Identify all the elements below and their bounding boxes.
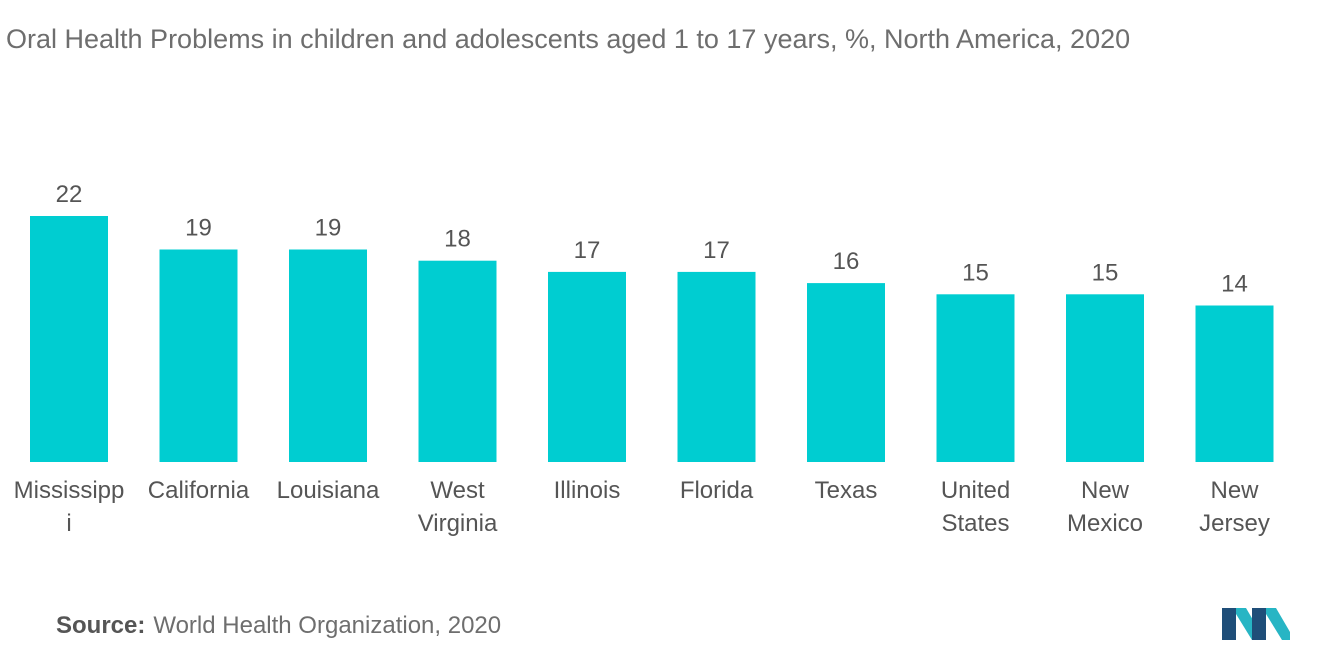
category-label-2: Louisiana	[277, 477, 380, 504]
value-label-6: 16	[833, 248, 860, 275]
category-label-8: New Mexico	[1067, 477, 1143, 537]
value-label-4: 17	[574, 237, 601, 264]
bar-6	[807, 283, 885, 462]
source-line: Source: World Health Organization, 2020	[56, 612, 501, 640]
value-label-2: 19	[315, 215, 342, 242]
bar-9	[1195, 305, 1274, 462]
bar-3	[418, 260, 497, 462]
bars-group	[30, 216, 1274, 462]
bar-8	[1066, 294, 1144, 462]
category-label-0: Mississipp i	[14, 477, 125, 537]
category-labels-group: Mississipp i California Louisiana West Virgin…	[14, 477, 1270, 537]
bar-7	[936, 294, 1015, 462]
bar-5	[677, 271, 756, 462]
value-label-0: 22	[56, 181, 83, 208]
value-label-8: 15	[1092, 259, 1119, 286]
bar-4	[548, 271, 626, 462]
value-label-9: 14	[1221, 271, 1248, 298]
value-labels-group: 22 19 19 18 17 17 16 15 15 14	[56, 181, 1248, 298]
bar-0	[30, 216, 108, 462]
source-label: Source:	[56, 612, 146, 639]
bar-chart: 22 19 19 18 17 17 16 15 15 14 Mississipp i Californ…	[14, 181, 1274, 537]
bar-2	[289, 249, 367, 462]
category-label-7: United States	[941, 477, 1010, 537]
value-label-5: 17	[703, 237, 730, 264]
value-label-1: 19	[185, 215, 212, 242]
value-label-7: 15	[962, 259, 989, 286]
value-label-3: 18	[444, 226, 471, 253]
category-label-3: West Virginia	[418, 477, 498, 537]
category-label-6: Texas	[815, 477, 878, 504]
mordor-logo-icon	[1222, 608, 1290, 640]
category-label-5: Florida	[680, 477, 754, 504]
category-label-9: New Jersey	[1199, 477, 1270, 537]
category-label-1: California	[148, 477, 250, 504]
chart-title: Oral Health Problems in children and ado…	[6, 24, 1131, 54]
category-label-4: Illinois	[554, 477, 621, 504]
source-text: World Health Organization, 2020	[153, 612, 502, 639]
bar-1	[159, 249, 238, 462]
